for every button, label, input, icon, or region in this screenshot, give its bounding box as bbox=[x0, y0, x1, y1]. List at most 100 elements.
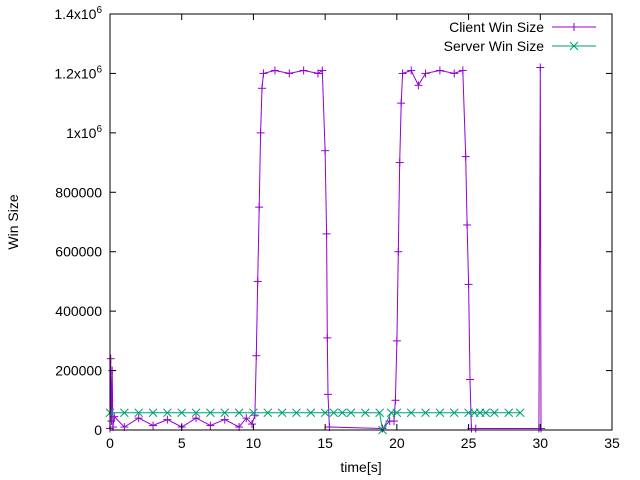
data-point bbox=[407, 66, 416, 75]
data-point bbox=[324, 390, 333, 399]
data-point bbox=[398, 69, 407, 78]
data-point bbox=[258, 84, 267, 93]
data-point bbox=[247, 420, 256, 429]
x-tick-label: 20 bbox=[389, 435, 405, 451]
data-point bbox=[163, 408, 172, 418]
series-client-win-size bbox=[106, 63, 546, 433]
marker-stroke bbox=[360, 408, 370, 418]
data-point bbox=[391, 396, 400, 405]
y-tick-label: 1x106 bbox=[66, 124, 102, 141]
y-tick-label: 1.4x106 bbox=[54, 5, 102, 22]
data-point bbox=[471, 424, 480, 433]
marker-stroke bbox=[277, 408, 287, 418]
marker-stroke bbox=[375, 408, 384, 418]
marker-stroke bbox=[263, 408, 273, 418]
x-tick-label: 15 bbox=[317, 435, 333, 451]
y-tick-label: 600000 bbox=[55, 244, 102, 260]
marker-stroke bbox=[504, 408, 514, 418]
series-line bbox=[109, 67, 542, 430]
data-point bbox=[322, 229, 331, 238]
data-point bbox=[464, 280, 473, 289]
marker-stroke bbox=[346, 408, 356, 418]
data-point bbox=[277, 408, 287, 418]
data-point bbox=[255, 203, 264, 212]
data-point bbox=[504, 408, 514, 418]
data-point bbox=[206, 421, 215, 430]
data-point bbox=[394, 247, 403, 256]
x-tick-label: 0 bbox=[106, 435, 114, 451]
marker-stroke bbox=[490, 408, 499, 418]
marker-stroke bbox=[569, 41, 579, 51]
data-point bbox=[375, 408, 384, 418]
data-point bbox=[338, 408, 347, 418]
data-point bbox=[107, 417, 116, 426]
series-layer bbox=[105, 63, 546, 435]
data-point bbox=[320, 408, 330, 418]
marker-stroke bbox=[249, 408, 258, 418]
data-point bbox=[110, 412, 119, 421]
legend: Client Win Size Server Win Size bbox=[444, 19, 596, 54]
data-point bbox=[191, 408, 201, 418]
data-point bbox=[249, 408, 258, 418]
legend-label: Server Win Size bbox=[444, 38, 545, 54]
data-point bbox=[234, 408, 244, 418]
marker-stroke bbox=[220, 408, 230, 418]
data-point bbox=[242, 414, 251, 423]
data-point bbox=[570, 23, 578, 31]
x-tick-label: 35 bbox=[604, 435, 620, 451]
data-point bbox=[256, 128, 265, 137]
data-point bbox=[389, 417, 398, 426]
marker-stroke bbox=[206, 408, 215, 418]
marker-stroke bbox=[320, 408, 330, 418]
data-point bbox=[569, 41, 579, 51]
data-point bbox=[458, 66, 467, 75]
marker-stroke bbox=[481, 408, 491, 418]
data-point bbox=[263, 408, 273, 418]
data-point bbox=[406, 408, 416, 418]
y-tick-label: 200000 bbox=[55, 363, 102, 379]
data-point bbox=[177, 408, 187, 418]
data-point bbox=[134, 408, 144, 418]
data-point bbox=[421, 408, 430, 418]
legend-label: Client Win Size bbox=[449, 19, 544, 35]
marker-stroke bbox=[406, 408, 416, 418]
data-point bbox=[346, 408, 356, 418]
marker-stroke bbox=[329, 408, 339, 418]
y-axis-label: Win Size bbox=[5, 194, 21, 249]
marker-stroke bbox=[306, 408, 316, 418]
data-point bbox=[252, 351, 261, 360]
data-point bbox=[285, 69, 294, 78]
x-tick-label: 5 bbox=[178, 435, 186, 451]
marker-stroke bbox=[449, 408, 459, 418]
x-tick-label: 30 bbox=[532, 435, 548, 451]
data-point bbox=[414, 81, 423, 90]
data-point bbox=[461, 152, 470, 161]
data-point bbox=[292, 408, 301, 418]
data-point bbox=[515, 408, 525, 418]
data-point bbox=[329, 408, 339, 418]
data-point bbox=[299, 66, 308, 75]
marker-stroke bbox=[292, 408, 301, 418]
data-point bbox=[259, 69, 268, 78]
data-point bbox=[463, 220, 472, 229]
marker-stroke bbox=[234, 408, 244, 418]
data-point bbox=[536, 63, 545, 72]
data-point bbox=[435, 66, 444, 75]
data-point bbox=[134, 414, 143, 423]
data-point bbox=[220, 408, 230, 418]
marker-stroke bbox=[177, 408, 187, 418]
data-point bbox=[270, 66, 279, 75]
marker-stroke bbox=[392, 408, 402, 418]
plot-frame bbox=[109, 13, 613, 431]
data-point bbox=[253, 277, 262, 286]
data-point bbox=[450, 69, 459, 78]
data-point bbox=[481, 408, 491, 418]
data-point bbox=[148, 408, 158, 418]
data-point bbox=[392, 408, 402, 418]
data-point bbox=[163, 415, 172, 424]
data-point bbox=[360, 408, 370, 418]
marker-stroke bbox=[515, 408, 525, 418]
y-tick-label: 1.2x106 bbox=[54, 64, 102, 81]
series-server-win-size bbox=[105, 408, 525, 435]
